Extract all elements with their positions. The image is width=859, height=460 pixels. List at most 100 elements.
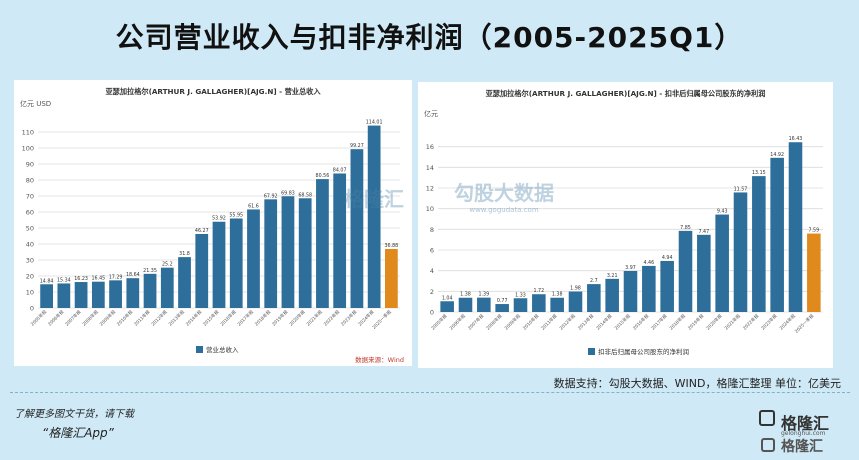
chart0-bar-10 [212,221,226,308]
chart1-data-label-18: 14.92 [770,152,784,158]
chart0-xtick-9: 2014年报 [184,308,203,327]
chart0-bar-3 [91,281,105,308]
chart0-data-label-14: 69.83 [281,190,295,196]
chart1-bar-17 [752,176,766,312]
chart0-xtick-17: 2022年报 [322,308,341,327]
chart1-xtick-2: 2007年报 [466,312,485,331]
chart1-bar-6 [550,297,564,312]
chart0-data-label-1: 15.34 [57,277,71,283]
chart1-data-label-20: 7.59 [808,228,819,234]
chart1-xtick-5: 2010年报 [521,312,540,331]
brand-logo: 格隆汇 gelonghui.com 格隆汇 [759,408,845,455]
chart0-xtick-12: 2017年报 [236,308,255,327]
chart1-bar-8 [587,284,601,312]
chart0-xtick-7: 2012年报 [150,308,169,327]
chart0-xtick-4: 2009年报 [98,308,117,327]
chart0-ytick-6: 60 [26,209,34,217]
chart1-xtick-11: 2016年报 [631,312,650,331]
revenue-bar-chart: 亚瑟加拉格尔(ARTHUR J. GALLAGHER)[AJG.N] - 营业总… [20,87,404,364]
chart0-data-label-8: 31.8 [179,251,190,257]
chart1-legend-swatch [588,348,595,355]
chart1-xtick-20: 2025一季报 [793,312,816,335]
chart0-bar-19 [367,125,381,308]
chart1-bar-7 [568,291,583,312]
chart1-bar-11 [642,265,656,312]
chart0-ytick-5: 50 [26,225,34,233]
net-profit-chart-panel: 亚瑟加拉格尔(ARTHUR J. GALLAGHER)[AJG.N] - 扣非后… [418,82,833,368]
chart1-xtick-16: 2021年报 [723,312,742,331]
chart0-ytick-9: 90 [26,161,34,169]
chart0-ytick-7: 70 [26,193,34,201]
page-title: 公司营业收入与扣非净利润（2005-2025Q1） [115,21,744,54]
chart1-data-label-7: 1.98 [570,286,581,292]
promo-line: 了解更多图文干货，请下载 [14,409,134,420]
chart0-xtick-1: 2006年报 [46,308,65,327]
chart0-bar-7 [160,267,174,308]
chart0-bar-2 [74,282,88,308]
chart0-xtick-6: 2011年报 [132,308,151,327]
chart1-bar-14 [697,234,711,312]
chart0-data-label-15: 68.58 [298,192,312,198]
chart0-bar-16 [316,179,329,308]
chart0-bar-8 [178,257,191,308]
brand-name: 格隆汇 [781,414,830,433]
chart0-ytick-11: 110 [22,129,34,137]
chart0-xtick-5: 2010年报 [115,308,134,327]
chart0-ytick-8: 80 [26,177,34,185]
chart0-ytick-4: 40 [26,241,34,249]
chart1-data-label-16: 11.57 [734,186,748,192]
chart0-bar-13 [264,199,278,308]
chart0-title: 亚瑟加拉格尔(ARTHUR J. GALLAGHER)[AJG.N] - 营业总… [105,87,321,96]
chart1-xtick-19: 2024年报 [778,312,797,331]
chart1-bar-9 [605,278,619,312]
chart0-data-label-16: 80.56 [316,173,330,179]
chart1-ytick-1: 2 [430,288,434,296]
chart0-source: 数据来源：Wind [355,355,404,364]
chart0-bar-20 [385,248,398,308]
chart0-bar-0 [40,284,53,308]
chart1-ytick-5: 10 [426,205,434,213]
chart0-xtick-8: 2013年报 [167,308,186,327]
chart0-bar-9 [195,233,209,308]
chart1-legend-label: 扣非后归属母公司股东的净利润 [598,347,689,356]
brand-name-secondary: 格隆汇 [781,439,823,455]
chart1-xtick-14: 2019年报 [686,312,705,331]
chart0-xtick-3: 2008年报 [81,308,100,327]
chart1-ytick-0: 0 [430,309,434,317]
chart0-ytick-1: 10 [26,289,34,297]
chart1-bar-4 [513,298,528,312]
chart1-ytick-2: 4 [430,267,434,275]
chart1-ytick-8: 16 [426,143,434,151]
chart1-xtick-12: 2017年报 [650,312,669,331]
chart1-xtick-8: 2013年报 [576,312,595,331]
chart1-ytick-4: 8 [430,226,434,234]
chart1-data-label-17: 13.15 [752,170,766,176]
chart0-bar-6 [143,273,157,308]
chart1-bar-0 [440,301,454,312]
watermark-left: 格隆汇 [344,187,404,211]
chart1-bar-3 [495,304,509,312]
chart1-bar-15 [715,214,729,312]
chart0-bar-4 [109,280,122,308]
chart0-xtick-14: 2019年报 [270,308,289,327]
chart1-data-label-19: 16.43 [789,136,803,142]
chart1-data-label-9: 3.21 [607,273,618,279]
chart1-ytick-6: 12 [426,185,434,193]
chart1-bar-12 [660,260,674,312]
chart1-bar-20 [807,233,821,312]
chart0-ylabel: 亿元 USD [20,99,51,108]
chart1-ylabel: 亿元 [424,109,438,118]
watermark-right: 勾股大数据 [454,181,554,205]
chart1-data-label-3: 0.77 [497,298,508,304]
chart1-xtick-1: 2006年报 [448,312,467,331]
watermark-right-url: www.gogudata.com [469,206,538,214]
chart1-xtick-15: 2020年报 [705,312,724,331]
chart0-bar-12 [247,209,260,308]
promo-app-name[interactable]: “格隆汇App” [42,426,114,440]
chart0-data-label-12: 61.6 [248,203,259,209]
chart1-xtick-18: 2023年报 [760,312,779,331]
chart0-bar-11 [229,218,243,308]
chart1-data-label-11: 4.46 [643,260,654,266]
chart0-xtick-19: 2024年报 [356,308,375,327]
chart1-xtick-4: 2009年报 [503,312,522,331]
